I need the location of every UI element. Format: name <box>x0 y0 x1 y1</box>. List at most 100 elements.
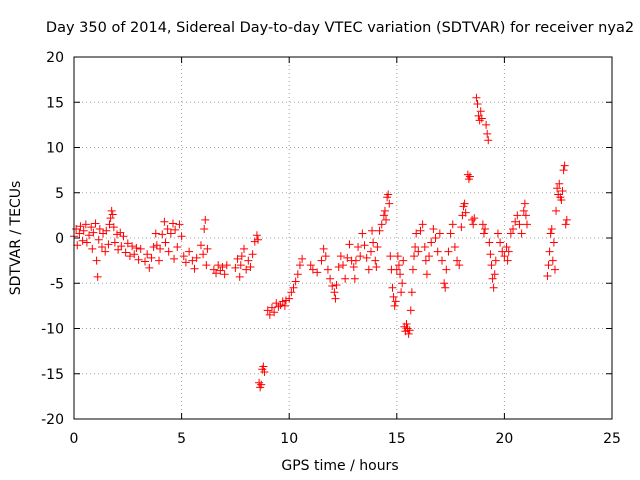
data-point <box>490 270 499 279</box>
data-point <box>240 244 249 253</box>
data-point <box>166 229 175 238</box>
data-point <box>171 225 180 234</box>
y-tick-label: 10 <box>46 141 64 157</box>
data-point <box>250 237 259 246</box>
data-point <box>431 234 440 242</box>
data-point <box>408 265 417 274</box>
data-point <box>108 210 117 219</box>
data-point <box>493 229 502 238</box>
data-point <box>558 186 567 195</box>
data-point <box>88 244 97 253</box>
data-point <box>479 229 488 238</box>
data-point <box>109 223 118 232</box>
data-point <box>175 220 184 229</box>
data-point <box>373 243 382 252</box>
data-point <box>113 230 122 239</box>
data-point <box>203 244 212 253</box>
chart-title: Day 350 of 2014, Sidereal Day-to-day VTE… <box>46 20 634 36</box>
data-point <box>253 235 262 244</box>
data-point <box>509 224 518 233</box>
data-point <box>82 238 91 247</box>
data-point <box>293 270 302 279</box>
data-points <box>70 93 571 392</box>
data-point <box>481 224 490 233</box>
data-point <box>453 256 462 265</box>
data-point <box>405 326 414 335</box>
data-point <box>200 224 209 233</box>
data-point <box>440 279 449 288</box>
data-point <box>278 297 287 306</box>
data-point <box>517 229 526 238</box>
data-point <box>73 241 82 250</box>
data-point <box>384 190 393 199</box>
data-point <box>557 195 566 204</box>
data-point <box>402 319 411 328</box>
data-point <box>521 211 530 220</box>
data-point <box>561 220 570 229</box>
data-point <box>345 240 354 249</box>
data-point <box>484 136 493 145</box>
data-point <box>339 261 347 270</box>
data-point <box>482 120 491 129</box>
data-point <box>372 262 381 271</box>
x-tick-label: 15 <box>388 431 406 447</box>
data-point <box>487 261 496 270</box>
data-point <box>220 270 229 279</box>
data-point <box>486 250 495 259</box>
data-point <box>502 243 511 252</box>
data-point <box>114 245 123 254</box>
data-point <box>152 241 161 250</box>
data-point <box>382 215 391 224</box>
data-point <box>506 229 515 238</box>
y-tick-label: -15 <box>41 367 64 383</box>
data-point <box>377 220 386 229</box>
data-point <box>173 243 182 252</box>
data-point <box>328 281 337 290</box>
data-point <box>185 247 194 256</box>
data-point <box>188 256 197 265</box>
data-point <box>411 243 420 252</box>
data-point <box>388 283 397 292</box>
data-point <box>362 253 371 262</box>
data-point <box>515 220 524 229</box>
data-point <box>386 252 395 261</box>
data-point <box>483 129 492 138</box>
data-point <box>79 226 88 235</box>
data-point <box>259 362 268 371</box>
data-point <box>546 229 555 238</box>
x-tick-label: 5 <box>177 431 186 447</box>
data-point <box>412 229 421 238</box>
data-point <box>562 215 571 224</box>
data-point <box>143 250 152 259</box>
data-point <box>468 215 477 224</box>
plot-frame <box>73 56 613 420</box>
data-point <box>354 243 363 252</box>
data-point <box>520 199 529 208</box>
data-point <box>196 241 205 250</box>
data-point <box>441 283 450 292</box>
data-point <box>399 256 408 265</box>
data-point <box>500 252 509 261</box>
data-point <box>101 247 110 256</box>
data-point <box>364 265 373 274</box>
data-point <box>72 224 81 233</box>
data-point <box>491 256 500 265</box>
x-tick-label: 20 <box>495 431 513 447</box>
data-point <box>295 261 304 270</box>
data-point <box>475 116 484 125</box>
data-point <box>202 261 211 270</box>
data-point <box>291 277 300 286</box>
data-point <box>117 242 126 251</box>
data-point <box>255 378 264 387</box>
data-point <box>181 258 190 267</box>
data-point <box>397 288 406 297</box>
data-point <box>519 206 528 215</box>
data-point <box>380 206 389 215</box>
data-point <box>323 265 332 274</box>
tick-labels: 0 5 10 15 20 25 -20 -15 -10 -5 0 5 10 15 20 <box>41 50 621 447</box>
data-point <box>233 254 242 263</box>
data-point <box>414 247 423 256</box>
data-point <box>136 244 145 253</box>
